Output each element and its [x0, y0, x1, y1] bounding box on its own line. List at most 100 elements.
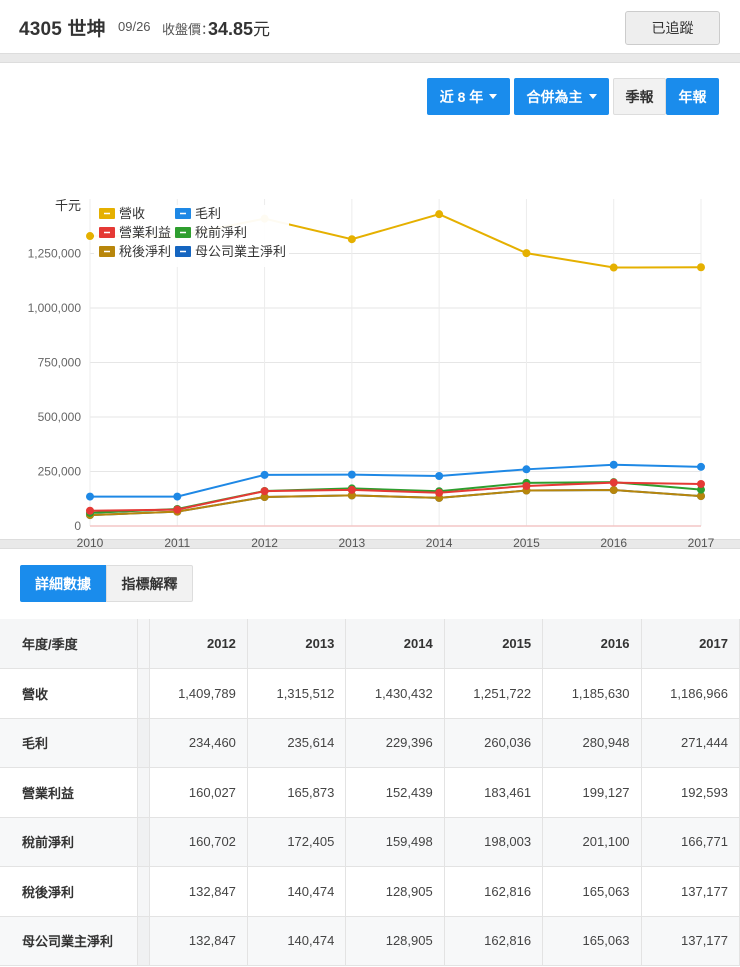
series-point-aftertax	[697, 492, 705, 501]
year-header: 2015	[444, 619, 544, 669]
table-cell: 166,771	[641, 817, 740, 867]
table-cell: 165,873	[247, 767, 347, 818]
table-cell: 152,439	[345, 767, 445, 818]
row-label: 稅後淨利	[0, 866, 138, 917]
quarterly-button[interactable]: 季報	[613, 78, 666, 115]
tab-indicator-explanation[interactable]: 指標解釋	[106, 565, 193, 602]
annual-button[interactable]: 年報	[666, 78, 719, 115]
table-row: 稅後淨利 132,847 140,474 128,905 162,816 165,063 1…	[0, 866, 740, 917]
column-spacer	[137, 767, 150, 818]
table-cell: 1,409,789	[149, 668, 248, 719]
series-point-operating	[435, 488, 444, 497]
table-cell: 165,063	[542, 916, 642, 966]
basis-label: 合併為主	[526, 88, 583, 105]
series-point-operating	[609, 478, 618, 487]
row-label: 母公司業主淨利	[0, 916, 138, 966]
series-point-gross	[347, 470, 356, 479]
series-point-revenue	[697, 263, 705, 272]
table-row: 毛利 234,460 235,614 229,396 260,036 280,948 271…	[0, 718, 740, 768]
tab-detail-data[interactable]: 詳細數據	[20, 565, 106, 602]
chart-panel: 近 8 年 合併為主 季報 年報 0 250,000 500,000 750,000 1…	[0, 62, 740, 583]
table-cell: 140,474	[247, 916, 347, 966]
financial-line-chart: 0 250,000 500,000 750,000 1,000,000 1,250,000…	[28, 198, 715, 550]
y-tick-label: 250,000	[38, 465, 82, 479]
table-cell: 201,100	[542, 817, 642, 867]
table-cell: 1,185,630	[542, 668, 642, 719]
legend-label-gross: 毛利	[195, 206, 221, 221]
row-label: 營收	[0, 668, 138, 719]
series-point-revenue	[86, 232, 94, 241]
table-cell: 271,444	[641, 718, 740, 768]
series-point-aftertax	[347, 491, 356, 500]
table-cell: 160,027	[149, 767, 248, 818]
series-line-gross	[90, 463, 702, 498]
series-point-gross	[86, 492, 94, 501]
row-label: 毛利	[0, 718, 138, 768]
table-cell: 192,593	[641, 767, 740, 818]
series-point-operating	[86, 506, 94, 515]
table-header-row: 年度/季度 2012 2013 2014 2015 2016 2017	[0, 619, 740, 669]
stock-title: 4305 世坤	[19, 19, 106, 40]
table-cell: 132,847	[149, 916, 248, 966]
table-cell: 160,702	[149, 817, 248, 867]
series-point-gross	[609, 460, 618, 469]
series-point-operating	[347, 485, 356, 494]
table-cell: 172,405	[247, 817, 347, 867]
series-point-operating	[522, 482, 531, 491]
stock-header: 4305 世坤 09/26 收盤價： 34.85元 已追蹤	[0, 0, 740, 54]
closing-price: 34.85元	[208, 19, 271, 39]
basis-dropdown[interactable]: 合併為主	[514, 78, 609, 115]
table-cell: 280,948	[542, 718, 642, 768]
table-cell: 128,905	[345, 916, 445, 966]
series-point-operating	[173, 505, 182, 514]
chevron-down-icon	[489, 94, 498, 99]
x-tick-label: 2013	[339, 536, 366, 550]
series-point-gross	[697, 462, 705, 471]
tracked-button[interactable]: 已追蹤	[625, 11, 720, 45]
year-header: 2016	[542, 619, 642, 669]
series-point-gross	[260, 470, 269, 479]
table-cell: 162,816	[444, 866, 544, 917]
year-header: 2017	[641, 619, 740, 669]
column-spacer	[137, 866, 150, 917]
table-cell: 1,251,722	[444, 668, 544, 719]
period-dropdown[interactable]: 近 8 年	[427, 78, 510, 115]
x-tick-label: 2016	[600, 536, 627, 550]
year-header: 2014	[345, 619, 445, 669]
chart-legend-bg	[94, 205, 289, 267]
price-date: 09/26	[118, 19, 151, 34]
series-point-aftertax	[260, 493, 269, 502]
table-cell: 1,186,966	[641, 668, 740, 719]
series-point-gross	[173, 492, 182, 501]
row-label: 稅前淨利	[0, 817, 138, 867]
year-header: 2012	[149, 619, 248, 669]
y-tick-label: 0	[74, 519, 81, 533]
table-row: 營收 1,409,789 1,315,512 1,430,432 1,251,722 1,…	[0, 668, 740, 719]
column-spacer	[137, 619, 150, 669]
x-tick-label: 2011	[164, 536, 190, 550]
data-panel: 詳細數據 指標解釋 年度/季度 2012 2013 2014 2015 2016…	[0, 548, 740, 967]
column-spacer	[137, 718, 150, 768]
table-row: 稅前淨利 160,702 172,405 159,498 198,003 201,100 1…	[0, 817, 740, 867]
table-cell: 260,036	[444, 718, 544, 768]
financial-table: 年度/季度 2012 2013 2014 2015 2016 2017 營收 1,…	[0, 619, 740, 966]
table-cell: 198,003	[444, 817, 544, 867]
x-tick-label: 2014	[426, 536, 453, 550]
table-cell: 234,460	[149, 718, 248, 768]
series-point-revenue	[609, 263, 618, 272]
series-point-operating	[697, 480, 705, 489]
table-cell: 229,396	[345, 718, 445, 768]
series-point-aftertax	[609, 486, 618, 495]
legend-label-operating: 營業利益	[119, 225, 171, 240]
year-header: 2013	[247, 619, 347, 669]
table-row: 營業利益 160,027 165,873 152,439 183,461 199,127 1…	[0, 767, 740, 818]
series-point-gross	[435, 471, 444, 480]
row-label: 營業利益	[0, 767, 138, 818]
series-line-aftertax	[89, 489, 702, 517]
table-cell: 1,315,512	[247, 668, 347, 719]
series-point-operating	[260, 487, 269, 496]
table-cell: 199,127	[542, 767, 642, 818]
legend-label-parent: 母公司業主淨利	[195, 244, 286, 259]
x-tick-label: 2012	[251, 536, 278, 550]
legend-label-pretax: 稅前淨利	[195, 225, 247, 240]
